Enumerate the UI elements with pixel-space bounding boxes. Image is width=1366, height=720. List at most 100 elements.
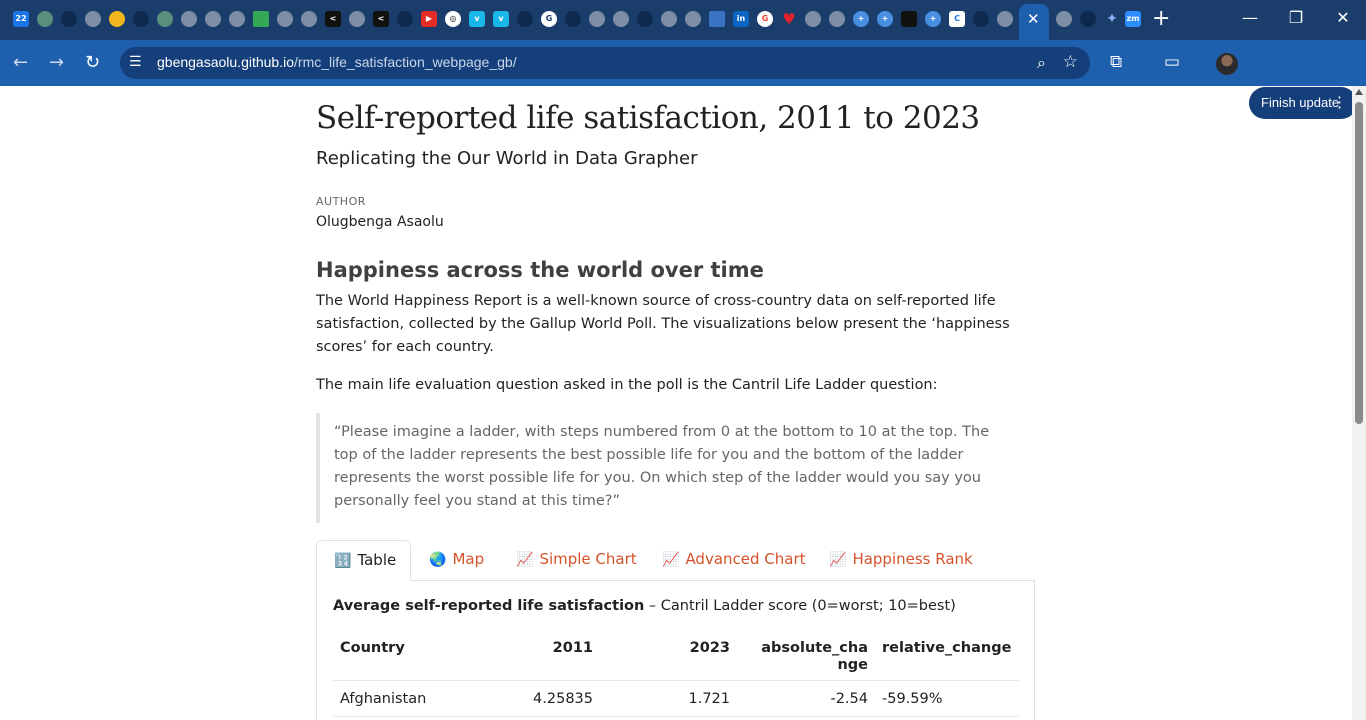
tab-favicon[interactable] — [301, 11, 317, 27]
tab-favicon[interactable] — [37, 11, 53, 27]
numbers-icon: 🔢 — [334, 553, 352, 569]
caption-subtitle: – Cantril Ladder score (0=worst; 10=best… — [644, 598, 956, 614]
share-tab-icon[interactable]: < — [373, 11, 389, 27]
tab-happiness-rank[interactable]: 📈 Happiness Rank — [829, 540, 973, 581]
tab-label: Happiness Rank — [852, 550, 973, 568]
col-2023[interactable]: 2023 — [600, 632, 737, 681]
tab-favicon[interactable] — [1056, 11, 1072, 27]
browser-toolbar: ← → ↻ ☰ gbengasaolu.github.io/rmc_life_s… — [0, 40, 1366, 119]
globe-tab-icon[interactable]: + — [925, 11, 941, 27]
globe-tab-icon[interactable]: + — [877, 11, 893, 27]
globe-tab-icon[interactable]: + — [853, 11, 869, 27]
gemini-tab-icon[interactable]: ✦ — [1106, 11, 1118, 27]
table-caption: Average self-reported life satisfaction … — [333, 598, 956, 614]
youtube-tab-icon[interactable]: ▶ — [421, 11, 437, 27]
tab-favicon[interactable] — [205, 11, 221, 27]
site-info-icon[interactable]: ☰ — [129, 54, 142, 70]
close-window-icon[interactable]: ✕ — [1336, 8, 1350, 27]
restore-icon[interactable]: ❐ — [1288, 8, 1304, 27]
tab-advanced-chart[interactable]: 📈 Advanced Chart — [662, 540, 806, 581]
col-absolute-change-label: absolute_change — [761, 640, 868, 673]
zoom-icon[interactable]: ⌕ — [1037, 53, 1046, 72]
tab-favicon[interactable] — [109, 11, 125, 27]
cell-2011: 4.25835 — [493, 680, 600, 717]
tab-favicon[interactable] — [85, 11, 101, 27]
tab-simple-chart[interactable]: 📈 Simple Chart — [516, 540, 637, 581]
github-tab-icon[interactable] — [637, 11, 653, 27]
tab-favicon[interactable] — [661, 11, 677, 27]
cell-absolute-change: -2.54 — [737, 680, 875, 717]
github-tab-icon[interactable] — [133, 11, 149, 27]
github-tab-icon[interactable] — [973, 11, 989, 27]
drive-tab-icon[interactable] — [253, 11, 269, 27]
url-path: /rmc_life_satisfaction_webpage_gb/ — [294, 54, 517, 70]
finish-update-label: Finish update — [1261, 95, 1340, 110]
openai-tab-icon[interactable]: ◎ — [445, 11, 461, 27]
vimeo-tab-icon[interactable]: v — [469, 11, 485, 27]
profile-avatar[interactable] — [1216, 53, 1238, 75]
cell-country: Afghanistan — [333, 680, 493, 717]
vimeo-tab-icon[interactable]: v — [493, 11, 509, 27]
share-tab-icon[interactable]: < — [325, 11, 341, 27]
tab-favicon[interactable] — [277, 11, 293, 27]
url-text[interactable]: gbengasaolu.github.io/rmc_life_satisfact… — [157, 54, 517, 70]
active-tab[interactable]: ✕ — [1019, 4, 1049, 40]
tab-favicon[interactable] — [229, 11, 245, 27]
tab-favicon[interactable] — [349, 11, 365, 27]
caption-title: Average self-reported life satisfaction — [333, 598, 645, 614]
scrollbar-thumb[interactable] — [1355, 102, 1363, 424]
cast-search-icon[interactable]: ▭ — [1164, 52, 1181, 72]
col-country[interactable]: Country — [333, 632, 493, 681]
zoom-tab-icon[interactable]: zm — [1125, 11, 1141, 27]
question-paragraph: The main life evaluation question asked … — [316, 377, 938, 393]
chart-icon: 📈 — [829, 552, 847, 568]
calendar-tab-icon[interactable]: 22 — [13, 11, 29, 27]
github-tab-icon[interactable] — [61, 11, 77, 27]
github-tab-icon[interactable] — [517, 11, 533, 27]
chart-icon: 📈 — [662, 552, 680, 568]
col-relative-change[interactable]: relative_change — [875, 632, 1019, 681]
tab-table[interactable]: 🔢 Table — [316, 540, 411, 581]
reload-icon[interactable]: ↻ — [85, 52, 101, 73]
github-tab-icon[interactable] — [1080, 11, 1096, 27]
github-tab-icon[interactable] — [565, 11, 581, 27]
github-tab-icon[interactable] — [397, 11, 413, 27]
browser-tab-strip: 22 < < ▶ ◎ v v G in G ♥ + + + C ✕ ✦ zm +… — [0, 0, 1366, 40]
heart-tab-icon[interactable]: ♥ — [782, 10, 796, 28]
menu-dots-icon[interactable]: ⋮ — [1332, 94, 1347, 111]
google-tab-icon[interactable]: G — [541, 11, 557, 27]
forward-icon[interactable]: → — [49, 52, 65, 73]
tab-favicon[interactable] — [181, 11, 197, 27]
scroll-up-icon[interactable] — [1355, 89, 1363, 95]
minimize-icon[interactable]: — — [1242, 8, 1258, 27]
section-heading: Happiness across the world over time — [316, 258, 764, 282]
tab-label: Simple Chart — [539, 550, 637, 568]
tab-favicon[interactable] — [685, 11, 701, 27]
address-bar[interactable]: ☰ gbengasaolu.github.io/rmc_life_satisfa… — [120, 47, 1090, 79]
back-icon[interactable]: ← — [13, 52, 29, 73]
page-title: Self-reported life satisfaction, 2011 to… — [316, 100, 980, 136]
tab-favicon[interactable] — [613, 11, 629, 27]
tab-label: Map — [452, 550, 485, 568]
tab-map[interactable]: 🌏 Map — [429, 540, 484, 581]
col-absolute-change[interactable]: absolute_change — [737, 632, 875, 681]
tab-label: Table — [357, 551, 397, 569]
google-tab-icon[interactable]: G — [757, 11, 773, 27]
tab-favicon[interactable]: C — [949, 11, 965, 27]
tab-favicon[interactable] — [709, 11, 725, 27]
linkedin-tab-icon[interactable]: in — [733, 11, 749, 27]
tab-favicon[interactable] — [589, 11, 605, 27]
tab-favicon[interactable] — [901, 11, 917, 27]
bookmark-star-icon[interactable]: ☆ — [1062, 52, 1078, 72]
finish-update-button[interactable]: Finish update ⋮ — [1249, 87, 1357, 119]
extensions-icon[interactable]: ⧉ — [1110, 52, 1123, 72]
tabs-divider — [411, 580, 1035, 581]
close-tab-icon[interactable]: ✕ — [1027, 10, 1040, 28]
tab-favicon[interactable] — [997, 11, 1013, 27]
tab-favicon[interactable] — [157, 11, 173, 27]
new-tab-button[interactable]: + — [1152, 6, 1171, 31]
tab-favicon[interactable] — [805, 11, 821, 27]
chart-icon: 📈 — [516, 552, 534, 568]
col-2011[interactable]: 2011 — [493, 632, 600, 681]
tab-favicon[interactable] — [829, 11, 845, 27]
